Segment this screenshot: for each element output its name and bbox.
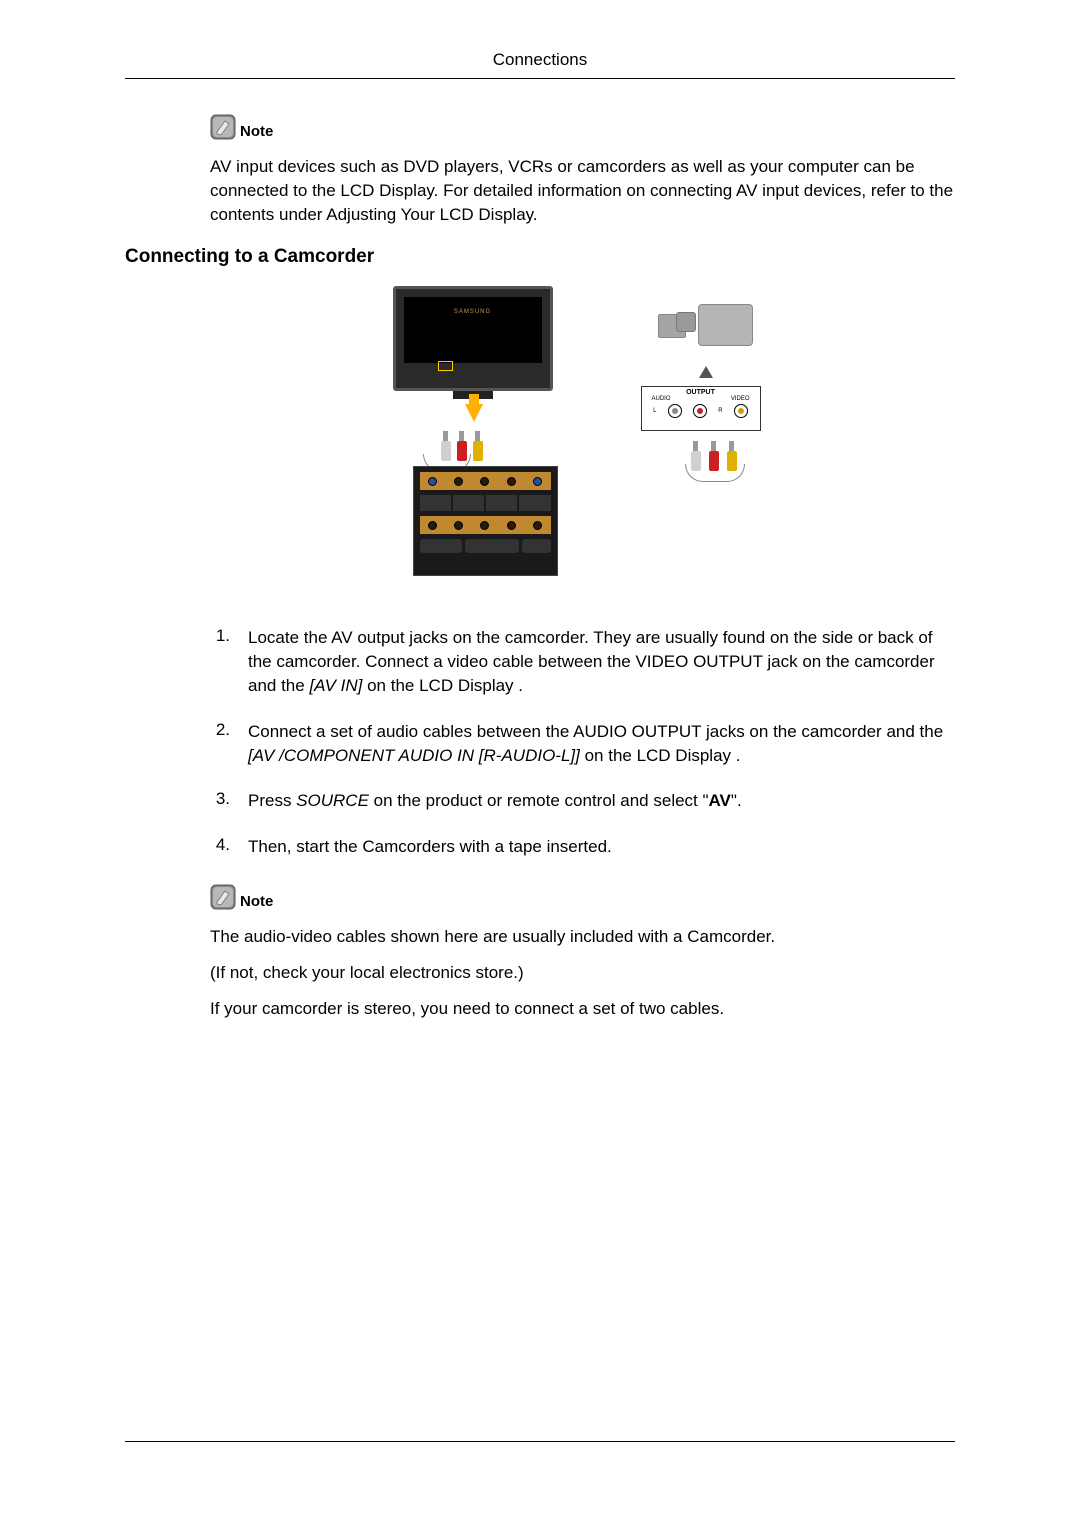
panel-label <box>420 495 451 511</box>
output-title: OUTPUT <box>642 387 760 396</box>
step-text: Press SOURCE on the product or remote co… <box>248 789 742 813</box>
note-label: Note <box>240 123 273 140</box>
note-label: Note <box>240 893 273 910</box>
panel-row-2 <box>420 516 551 534</box>
step-number: 1. <box>210 626 230 697</box>
steps-list: 1. Locate the AV output jacks on the cam… <box>210 626 955 859</box>
panel-port <box>507 521 516 530</box>
note-header: Note <box>210 884 955 910</box>
page-header: Connections <box>125 50 955 79</box>
jack-label-r: R <box>718 408 722 414</box>
note-text-1: AV input devices such as DVD players, VC… <box>210 155 955 226</box>
panel-bottom-row <box>420 539 551 553</box>
panel-label <box>519 495 550 511</box>
arrow-down-icon <box>465 404 483 422</box>
audio-label: AUDIO <box>652 396 671 402</box>
step-text: Locate the AV output jacks on the camcor… <box>248 626 955 697</box>
step-number: 2. <box>210 720 230 768</box>
display-brand: SAMSUNG <box>454 309 491 315</box>
camcorder-lens <box>676 312 696 332</box>
step-item: 1. Locate the AV output jacks on the cam… <box>210 626 955 697</box>
step-number: 4. <box>210 835 230 859</box>
camcorder-body <box>698 304 753 346</box>
panel-labels-row <box>420 495 551 511</box>
step-text: Connect a set of audio cables between th… <box>248 720 955 768</box>
note-text-line2: (If not, check your local electronics st… <box>210 961 955 985</box>
note-header: Note <box>210 114 955 140</box>
note-text-line3: If your camcorder is stereo, you need to… <box>210 997 955 1021</box>
panel-port <box>533 521 542 530</box>
panel-port <box>533 477 542 486</box>
av-port-highlight <box>438 361 453 371</box>
panel-row-1 <box>420 472 551 490</box>
note-icon <box>210 884 236 910</box>
panel-port <box>480 521 489 530</box>
output-panel: OUTPUT AUDIO VIDEO L R <box>641 386 761 431</box>
rca-plug-yellow <box>473 431 483 461</box>
jack-white <box>668 404 682 418</box>
output-jacks: L R <box>642 402 760 420</box>
panel-slot <box>420 539 463 553</box>
arrow-up-icon <box>699 366 713 378</box>
step-item: 2. Connect a set of audio cables between… <box>210 720 955 768</box>
jack-label-l: L <box>653 408 656 414</box>
panel-label <box>486 495 517 511</box>
panel-port <box>454 477 463 486</box>
step-item: 3. Press SOURCE on the product or remote… <box>210 789 955 813</box>
panel-port <box>480 477 489 486</box>
note-icon <box>210 114 236 140</box>
note-block-2: Note The audio-video cables shown here a… <box>210 884 955 1020</box>
panel-port <box>454 521 463 530</box>
step-text: Then, start the Camcorders with a tape i… <box>248 835 612 859</box>
note-block-1: Note AV input devices such as DVD player… <box>210 114 955 226</box>
panel-slot <box>465 539 519 553</box>
diagram-container: SAMSUNG <box>210 286 955 596</box>
jack-yellow <box>734 404 748 418</box>
note-text-line1: The audio-video cables shown here are us… <box>210 925 955 949</box>
panel-port <box>428 521 437 530</box>
connector-panel <box>413 466 558 576</box>
page-content: Connections Note AV input devices such a… <box>0 0 1080 1090</box>
footer-rule <box>125 1441 955 1442</box>
panel-port <box>507 477 516 486</box>
cable-right <box>685 464 745 482</box>
connection-diagram: SAMSUNG <box>393 286 773 596</box>
display-screen: SAMSUNG <box>404 297 542 363</box>
section-heading: Connecting to a Camcorder <box>125 246 955 268</box>
lcd-display: SAMSUNG <box>393 286 553 391</box>
panel-label <box>453 495 484 511</box>
step-number: 3. <box>210 789 230 813</box>
video-label: VIDEO <box>731 396 750 402</box>
panel-port <box>428 477 437 486</box>
jack-red <box>693 404 707 418</box>
camcorder <box>658 294 753 354</box>
panel-slot <box>522 539 551 553</box>
step-item: 4. Then, start the Camcorders with a tap… <box>210 835 955 859</box>
